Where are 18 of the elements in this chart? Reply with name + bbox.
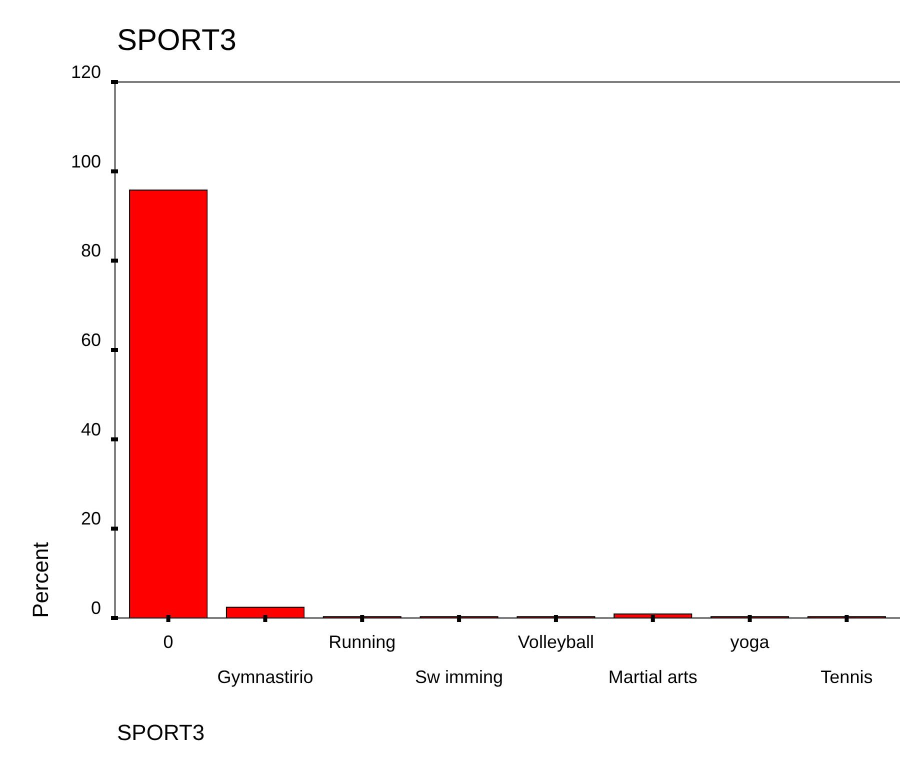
y-tick-label: 80: [80, 240, 101, 261]
x-tick-label: Gymnastirio: [217, 667, 314, 687]
x-tick-label: 0: [163, 632, 174, 652]
x-tick-label: Volleyball: [518, 632, 594, 652]
y-tick-label: 120: [70, 62, 101, 82]
x-tick-label: Running: [328, 632, 396, 652]
y-tick-label: 100: [70, 151, 101, 172]
y-tick-label: 20: [80, 508, 101, 529]
y-tick-label: 0: [90, 598, 101, 618]
y-axis-title: Percent: [28, 542, 53, 618]
x-tick-label: Tennis: [820, 667, 873, 687]
y-tick-label: 60: [80, 330, 101, 350]
x-tick-label: Martial arts: [608, 667, 698, 687]
x-tick-label: yoga: [730, 632, 770, 652]
x-tick-label: Sw imming: [415, 667, 504, 687]
chart-title: SPORT3: [117, 24, 236, 57]
x-axis-title: SPORT3: [117, 720, 205, 745]
y-tick-label: 40: [80, 419, 101, 440]
